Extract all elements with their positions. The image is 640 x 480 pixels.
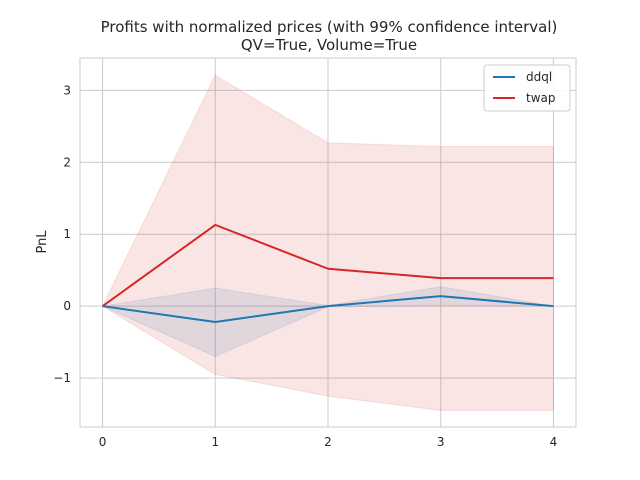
legend: ddql twap (483, 64, 571, 112)
grid (80, 58, 576, 427)
chart-subtitle: QV=True, Volume=True (241, 36, 417, 54)
y-axis-label: PnL (35, 230, 50, 254)
series-line-ddql (102, 295, 554, 323)
x-tick-label: 1 (211, 435, 219, 449)
chart-title: Profits with normalized prices (with 99%… (101, 18, 558, 36)
y-tick-label: 2 (63, 155, 71, 169)
y-axis: −1 0 1 2 3 (53, 83, 71, 385)
y-tick-label: 0 (63, 299, 71, 313)
x-tick-label: 0 (99, 435, 107, 449)
legend-label-ddql: ddql (526, 70, 552, 84)
y-tick-label: 3 (63, 83, 71, 97)
x-axis: 0 1 2 3 4 (99, 435, 558, 449)
y-tick-label: −1 (53, 371, 71, 385)
x-tick-label: 3 (437, 435, 445, 449)
series-lines (101, 223, 554, 323)
confidence-bands (100, 74, 554, 411)
x-tick-label: 2 (324, 435, 332, 449)
series-line-twap (101, 223, 554, 307)
x-tick-label: 4 (550, 435, 558, 449)
legend-label-twap: twap (526, 91, 556, 105)
y-tick-label: 1 (63, 227, 71, 241)
